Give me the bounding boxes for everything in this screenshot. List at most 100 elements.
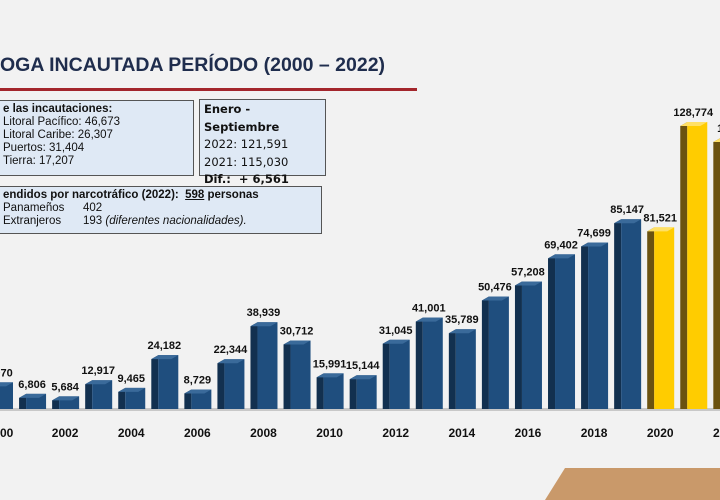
bar-side (448, 329, 456, 409)
bar-2020 (654, 227, 675, 409)
data-label-2013: 41,001 (412, 303, 446, 315)
row2-note: (diferentes nacionalidades). (105, 215, 247, 227)
dif-value: + 6,561 (238, 172, 289, 186)
tick-label-2010: 2010 (316, 426, 343, 440)
bar-side (349, 375, 357, 409)
bar-top (647, 227, 675, 232)
data-label-2019: 85,147 (610, 204, 644, 216)
bar-2013 (422, 317, 443, 409)
data-label-2017: 69,402 (544, 239, 578, 251)
bar-top (217, 359, 245, 364)
tick-label-2020: 2020 (647, 426, 674, 440)
tick-label-2018: 2018 (581, 426, 608, 440)
bar-side (316, 373, 324, 409)
box1-line: Puertos: 31,404 (3, 142, 85, 154)
bar-top (713, 138, 720, 143)
chart-floor (0, 408, 720, 411)
bar-2011 (356, 375, 377, 409)
data-label-2010: 15,991 (313, 358, 347, 370)
data-label-2016: 57,208 (511, 266, 545, 278)
box1-line: Litoral Pacífico: 46,673 (3, 116, 120, 128)
tick-label-2002: 2002 (52, 426, 79, 440)
bar-2012 (389, 339, 410, 409)
bar-2010 (323, 373, 344, 409)
bar-2021 (687, 122, 708, 409)
data-label-2018: 74,699 (577, 228, 611, 240)
bar-top (382, 339, 410, 344)
jan-sep-comparison-box: Enero - Septiembre 2022: 121,591 2021: 1… (199, 99, 326, 186)
bar-side (548, 254, 556, 409)
bar-side (217, 359, 225, 409)
chart-title: OGA INCAUTADA PERÍODO (2000 – 2022) (0, 54, 386, 76)
bar-top (680, 122, 708, 126)
data-label-2012: 31,045 (379, 325, 413, 337)
bar-side (250, 322, 258, 409)
bar-side (713, 138, 720, 409)
box3-heading: endidos por narcotráfico (2022): (3, 189, 179, 201)
box1-heading: e las incautaciones: (3, 103, 113, 115)
box2-line-2021: 2021: 115,030 (204, 154, 289, 169)
data-label-2001: 6,806 (18, 379, 46, 391)
data-label-2008: 38,939 (247, 307, 281, 319)
data-label-2020: 81,521 (643, 212, 677, 224)
title-underline (0, 88, 417, 91)
tick-label-2014: 2014 (448, 426, 475, 440)
bar-side (680, 122, 688, 409)
bar-side (514, 281, 522, 409)
box1-line: Tierra: 17,207 (3, 155, 75, 167)
bar-2004 (125, 387, 146, 409)
bar-side (85, 380, 93, 409)
bar-top (52, 396, 80, 401)
bar-top (151, 355, 179, 360)
bar-top (0, 382, 13, 387)
tick-label-2008: 2008 (250, 426, 277, 440)
row1-value: 402 (83, 202, 103, 214)
bar-side (151, 355, 159, 409)
bar-top (85, 380, 113, 385)
tick-label-2012: 2012 (382, 426, 409, 440)
bar-2000 (0, 382, 13, 409)
bar-top (448, 329, 476, 334)
bar-2007 (224, 359, 245, 409)
data-label-2021: 128,774 (673, 107, 714, 119)
bar-top (349, 375, 377, 380)
tick-label-2000: 00 (0, 426, 14, 440)
bar-top (581, 242, 609, 247)
bar-side (647, 227, 655, 409)
bar-side (415, 317, 423, 409)
tick-label-2006: 2006 (184, 426, 211, 440)
bar-2019 (621, 219, 642, 409)
bar-side (283, 340, 291, 409)
bar-2003 (92, 380, 113, 409)
bar-2006 (191, 389, 212, 409)
bar-side (184, 389, 192, 409)
data-label-2007: 22,344 (214, 344, 249, 356)
bar-2008 (257, 322, 278, 409)
bar-top (548, 254, 576, 259)
data-label-2004: 9,465 (117, 373, 145, 385)
bar-top (481, 296, 509, 301)
bar-top (283, 340, 311, 345)
row1-label: Panameños (3, 202, 65, 214)
box2-heading: Enero - Septiembre (204, 102, 280, 134)
bar-2014 (455, 329, 476, 409)
bar-2015 (488, 296, 509, 409)
data-label-2009: 30,712 (280, 326, 314, 338)
bar-top (514, 281, 542, 286)
bar-2009 (290, 340, 311, 409)
data-label-2005: 24,182 (147, 340, 181, 352)
bar-top (614, 219, 642, 224)
bar-side (581, 242, 589, 409)
box3-heading-post: personas (207, 189, 259, 201)
data-label-2003: 12,917 (81, 365, 115, 377)
tick-label-2016: 2016 (515, 426, 542, 440)
bar-side (481, 296, 489, 409)
row2-value: 193 (83, 215, 103, 227)
bar-top (316, 373, 344, 378)
bar-top (19, 393, 47, 398)
tan-corner-shape (545, 468, 720, 500)
row2-label: Extranjeros (3, 215, 62, 227)
bar-2005 (158, 355, 179, 409)
bar-2016 (521, 281, 542, 409)
